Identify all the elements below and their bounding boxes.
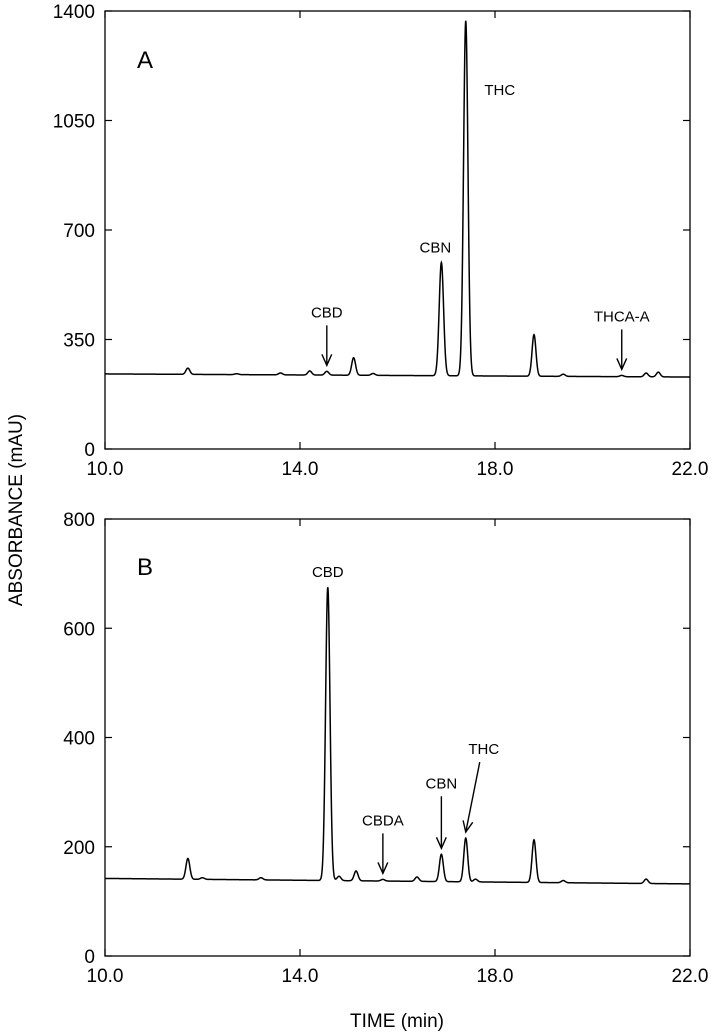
panel-label: A: [137, 47, 153, 74]
peak-label: CBN: [420, 239, 452, 256]
y-tick-label: 1400: [53, 2, 95, 23]
panel-b: 0 200 400 600 800 10.0 14.0 18.0 22.0 B CBD CBDA CBN…: [63, 510, 708, 987]
peak-label: CBN: [426, 775, 458, 792]
plot-frame: [104, 518, 691, 957]
peak-label: CBD: [311, 304, 343, 321]
y-tick-label: 0: [84, 440, 95, 461]
peak-label: CBD: [312, 564, 344, 581]
x-tick-label: 22.0: [672, 459, 709, 480]
annotation-arrowhead: [435, 837, 447, 850]
x-axis-title: TIME (min): [350, 1011, 444, 1032]
y-tick-label: 350: [63, 331, 95, 352]
x-tick-label: 18.0: [477, 459, 514, 480]
annotation-arrowhead: [321, 354, 333, 368]
y-tick-label: 200: [63, 838, 95, 859]
y-tick-label: 600: [63, 619, 95, 640]
plot-frame: [104, 10, 691, 450]
peak-label: CBDA: [362, 812, 404, 829]
y-tick-label: 400: [63, 729, 95, 750]
annotation-arrowhead: [462, 820, 474, 834]
annotation-arrow: [465, 761, 481, 833]
peak-label: THC: [468, 741, 499, 758]
x-tick-label: 18.0: [477, 966, 514, 987]
x-tick-label: 10.0: [87, 966, 124, 987]
y-tick-label: 700: [63, 221, 95, 242]
y-tick-label: 800: [63, 510, 95, 531]
y-tick-label: 1050: [53, 112, 95, 133]
y-axis-title: ABSORBANCE (mAU): [6, 414, 27, 606]
annotation-arrowhead: [377, 862, 389, 876]
x-tick-label: 14.0: [282, 966, 319, 987]
panel-label: B: [137, 554, 153, 581]
chromatogram-trace: [104, 20, 690, 378]
panel-a: 0 350 700 1050 1400 10.0 14.0 18.0 22.0 A CBD CBN TH…: [53, 2, 709, 480]
peak-label: THC: [484, 82, 515, 99]
x-tick-label: 10.0: [87, 459, 124, 480]
y-tick-label: 0: [84, 947, 95, 968]
x-tick-label: 22.0: [672, 966, 709, 987]
peak-label: THCA-A: [594, 308, 650, 325]
chromatogram-trace: [105, 587, 690, 885]
x-tick-label: 14.0: [282, 459, 319, 480]
annotation-arrowhead: [616, 358, 628, 372]
